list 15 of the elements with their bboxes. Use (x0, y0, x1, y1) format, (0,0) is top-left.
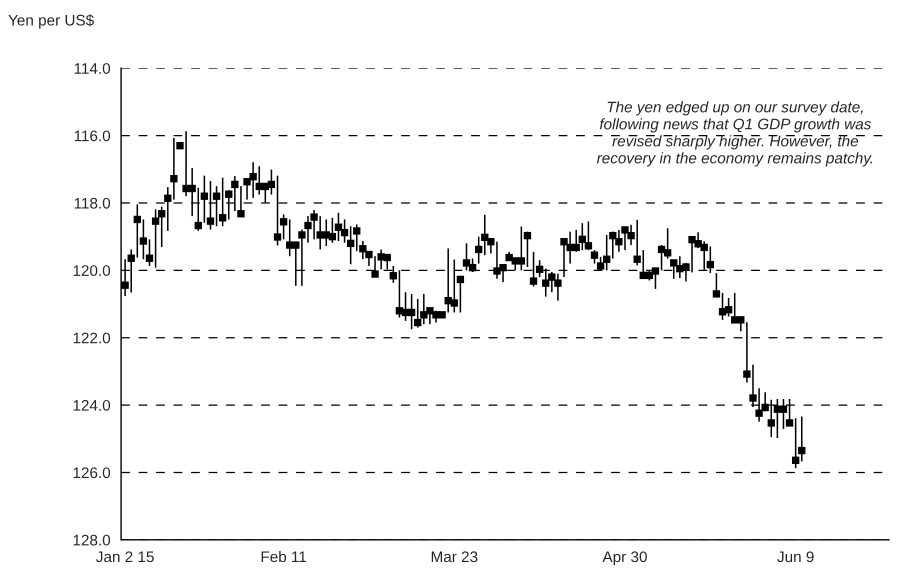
y-tick-label: 120.0 (74, 265, 110, 276)
y-tick-label: 114.0 (74, 63, 110, 74)
y-tick-label: 116.0 (74, 130, 110, 142)
x-tick-label: Feb 11 (262, 550, 306, 562)
y-tick-label: 126.0 (74, 467, 110, 478)
y-axis-title: Yen per US$ (8, 14, 94, 29)
annotation: The yen edged up on our survey date, following news that Q1 GDP growth was revised sharply higher. However, the recovery in the economy remains patchy. (596, 101, 872, 166)
y-tick-label: 118.0 (74, 198, 110, 209)
x-tick-label: Jan 2 15 (96, 551, 154, 562)
y-tick-label: 128.0 (74, 534, 110, 546)
x-tick-label: Mar 23 (432, 551, 478, 562)
y-tick-label: 122.0 (74, 332, 110, 344)
y-tick-label: 124.0 (74, 400, 110, 411)
x-tick-label: Apr 30 (602, 551, 647, 566)
x-tick-label: Jun 9 (777, 551, 814, 562)
